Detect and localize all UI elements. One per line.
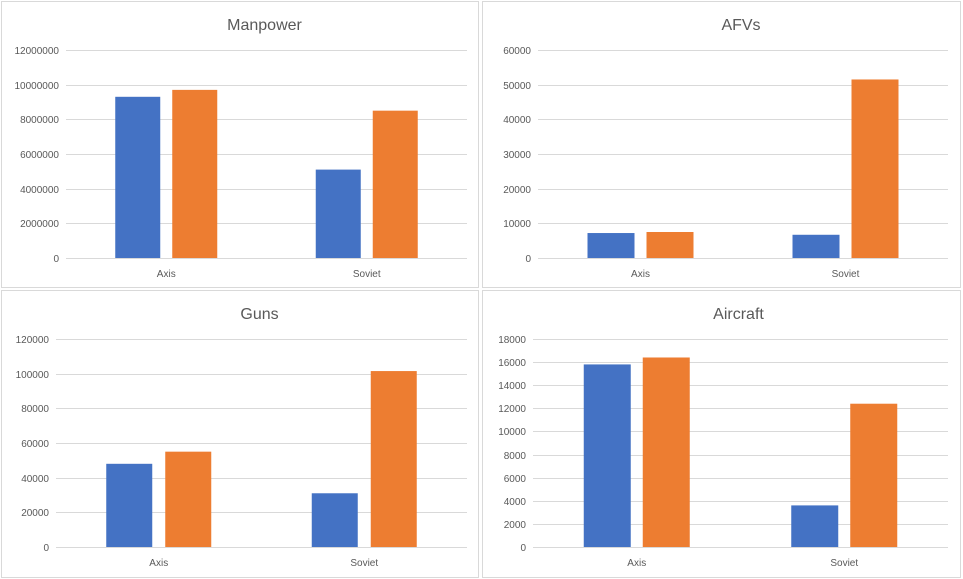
manpower-bar-soviet-2 xyxy=(372,110,418,259)
afvs-y-tick-label: 10000 xyxy=(503,219,531,230)
guns-bar-axis-1 xyxy=(106,463,153,547)
guns-y-tick-label: 20000 xyxy=(21,508,49,519)
afvs-category-label: Axis xyxy=(631,269,650,280)
afvs-y-tick-label: 40000 xyxy=(503,115,531,126)
afvs-bar-soviet-2 xyxy=(851,79,899,258)
aircraft-y-tick-label: 6000 xyxy=(504,474,527,485)
aircraft-bar-soviet-2 xyxy=(850,403,898,547)
aircraft-y-tick-label: 18000 xyxy=(498,335,526,346)
chart-panel-aircraft: Aircraft 0 2000 4000 6000 8000 10000 12000 14000… xyxy=(482,290,961,578)
guns-category-label: Soviet xyxy=(350,558,378,569)
aircraft-y-tick-label: 2000 xyxy=(504,520,527,531)
manpower-y-tick-label: 10000000 xyxy=(15,81,60,92)
aircraft-y-tick-label: 4000 xyxy=(504,497,527,508)
aircraft-y-tick-label: 16000 xyxy=(498,358,526,369)
aircraft-chart-title: Aircraft xyxy=(713,306,764,323)
chart-panel-manpower: Manpower 0 2000000 4000000 6000000 8000000 100… xyxy=(1,1,479,288)
manpower-category-label: Soviet xyxy=(353,269,381,280)
manpower-chart-title: Manpower xyxy=(227,17,302,34)
afvs-chart-svg: AFVs 0 10000 20000 30000 40000 50000 60000 Axis S… xyxy=(503,17,948,280)
aircraft-y-tick-label: 8000 xyxy=(504,451,527,462)
manpower-y-tick-label: 8000000 xyxy=(20,115,59,126)
guns-y-tick-label: 0 xyxy=(43,543,49,554)
guns-category-label: Axis xyxy=(149,558,168,569)
chart-panel-afvs: AFVs 0 10000 20000 30000 40000 50000 60000 Axis S… xyxy=(482,1,961,288)
guns-y-tick-label: 120000 xyxy=(16,335,50,346)
aircraft-category-label: Axis xyxy=(627,558,646,569)
guns-bar-axis-2 xyxy=(165,451,212,547)
afvs-bar-axis-1 xyxy=(587,233,635,258)
manpower-bar-soviet-1 xyxy=(315,169,361,258)
manpower-chart-svg: Manpower 0 2000000 4000000 6000000 8000000 100… xyxy=(15,17,467,280)
afvs-y-tick-label: 20000 xyxy=(503,185,531,196)
manpower-y-tick-label: 0 xyxy=(53,254,59,265)
aircraft-bar-axis-1 xyxy=(583,364,631,547)
afvs-y-tick-label: 60000 xyxy=(503,46,531,57)
aircraft-category-label: Soviet xyxy=(830,558,858,569)
aircraft-bar-axis-2 xyxy=(642,357,690,547)
afvs-bar-axis-2 xyxy=(646,232,694,258)
afvs-category-label: Soviet xyxy=(832,269,860,280)
aircraft-chart-svg: Aircraft 0 2000 4000 6000 8000 10000 12000 14000… xyxy=(498,306,948,569)
afvs-chart-title: AFVs xyxy=(721,17,760,34)
guns-y-tick-label: 100000 xyxy=(16,370,50,381)
afvs-bar-soviet-1 xyxy=(792,234,840,258)
manpower-y-tick-label: 12000000 xyxy=(15,46,60,57)
manpower-y-tick-label: 6000000 xyxy=(20,150,59,161)
guns-bar-soviet-1 xyxy=(311,493,358,547)
afvs-y-tick-label: 30000 xyxy=(503,150,531,161)
manpower-category-label: Axis xyxy=(157,269,176,280)
manpower-y-tick-label: 4000000 xyxy=(20,185,59,196)
aircraft-y-tick-label: 10000 xyxy=(498,427,526,438)
aircraft-y-tick-label: 0 xyxy=(520,543,526,554)
guns-y-tick-label: 60000 xyxy=(21,439,49,450)
manpower-bar-axis-1 xyxy=(115,96,161,258)
chart-panel-guns: Guns 0 20000 40000 60000 80000 100000 120000 Axi… xyxy=(1,290,479,578)
afvs-y-tick-label: 50000 xyxy=(503,81,531,92)
guns-y-tick-label: 40000 xyxy=(21,474,49,485)
aircraft-bar-soviet-1 xyxy=(791,505,839,547)
manpower-bar-axis-2 xyxy=(172,89,218,258)
guns-bar-soviet-2 xyxy=(370,371,417,547)
guns-chart-svg: Guns 0 20000 40000 60000 80000 100000 120000 Axi… xyxy=(16,306,467,569)
guns-y-tick-label: 80000 xyxy=(21,404,49,415)
guns-chart-title: Guns xyxy=(240,306,278,323)
afvs-y-tick-label: 0 xyxy=(525,254,531,265)
aircraft-y-tick-label: 14000 xyxy=(498,381,526,392)
aircraft-y-tick-label: 12000 xyxy=(498,404,526,415)
manpower-y-tick-label: 2000000 xyxy=(20,219,59,230)
